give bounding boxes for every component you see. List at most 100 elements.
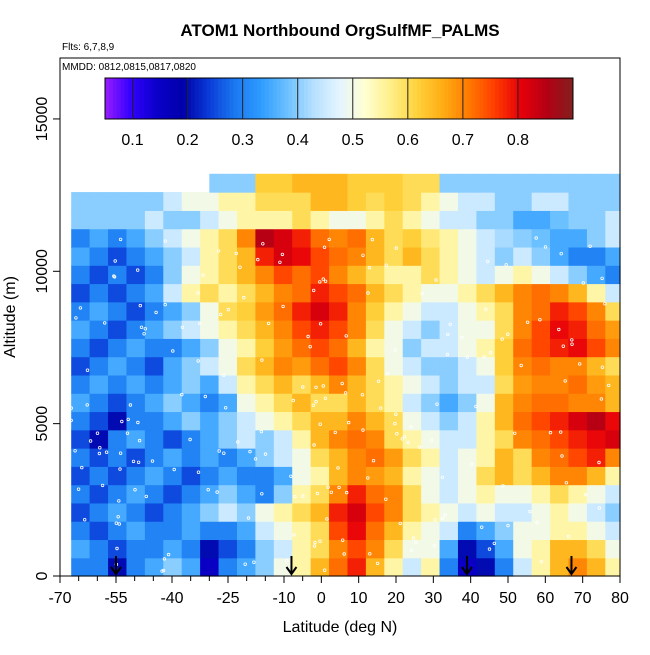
colorbar-swatch bbox=[276, 78, 281, 119]
heat-cell bbox=[89, 374, 109, 394]
colorbar-swatch bbox=[459, 78, 465, 119]
x-tick-label: -25 bbox=[216, 590, 239, 607]
sample-point bbox=[581, 281, 585, 285]
heat-cell bbox=[457, 320, 477, 339]
heat-cell bbox=[513, 246, 533, 266]
colorbar-swatch bbox=[264, 78, 270, 119]
sample-point bbox=[342, 552, 346, 556]
heat-cell bbox=[200, 320, 220, 339]
heat-cell bbox=[144, 192, 164, 211]
sample-point bbox=[484, 307, 488, 311]
colorbar-swatch bbox=[229, 78, 235, 119]
heat-cell bbox=[605, 301, 621, 321]
heat-cell bbox=[255, 283, 275, 303]
sample-point bbox=[434, 278, 438, 282]
heat-cell bbox=[439, 210, 459, 230]
colorbar-swatch bbox=[471, 78, 476, 119]
sample-point bbox=[487, 547, 492, 551]
colorbar-swatch bbox=[116, 78, 122, 119]
heat-cell bbox=[605, 246, 621, 266]
sample-point bbox=[329, 490, 333, 494]
sample-point bbox=[196, 470, 201, 474]
heat-cell bbox=[292, 246, 312, 266]
heat-cell bbox=[457, 265, 477, 285]
chart-title: ATOM1 Northbound OrgSulfMF_PALMS bbox=[180, 21, 499, 40]
heat-cell bbox=[273, 411, 293, 431]
sample-point bbox=[136, 460, 141, 464]
sample-point bbox=[480, 525, 484, 529]
sample-point bbox=[236, 440, 240, 444]
heat-cell bbox=[89, 557, 109, 577]
sample-point bbox=[201, 273, 205, 277]
heat-cell bbox=[531, 466, 551, 486]
heat-cell bbox=[200, 557, 220, 577]
heat-cell bbox=[439, 393, 459, 413]
heat-cell bbox=[365, 356, 385, 376]
heat-cell bbox=[181, 484, 201, 504]
heat-cell bbox=[402, 173, 422, 193]
sample-point bbox=[88, 439, 93, 443]
heat-cell bbox=[586, 557, 606, 577]
heat-cell bbox=[144, 283, 164, 303]
heat-cell bbox=[421, 393, 441, 413]
heat-cell bbox=[200, 356, 220, 376]
heat-cell bbox=[531, 393, 551, 413]
heat-cell bbox=[439, 192, 459, 211]
heat-cell bbox=[347, 356, 367, 376]
sample-point bbox=[341, 538, 345, 542]
colorbar-swatch bbox=[444, 78, 449, 119]
sample-point bbox=[74, 316, 78, 320]
heat-cell bbox=[402, 502, 422, 522]
heat-cell bbox=[200, 228, 220, 248]
sample-point bbox=[336, 466, 340, 470]
colorbar-swatch bbox=[491, 78, 496, 119]
heat-cell bbox=[181, 557, 201, 577]
sample-point bbox=[371, 459, 376, 463]
heat-cell bbox=[347, 502, 367, 522]
sample-point bbox=[261, 242, 265, 246]
sample-point bbox=[114, 521, 118, 525]
heat-cell bbox=[586, 338, 606, 358]
heat-cell bbox=[163, 429, 183, 449]
sample-point bbox=[126, 417, 130, 422]
heat-cell bbox=[200, 283, 220, 303]
heat-cell bbox=[365, 210, 385, 230]
heat-cell bbox=[513, 557, 533, 577]
heat-cell bbox=[439, 557, 459, 577]
heat-cell bbox=[144, 356, 164, 376]
heat-cell bbox=[402, 557, 422, 577]
sample-point bbox=[117, 499, 121, 503]
heat-cell bbox=[421, 557, 441, 577]
heat-cell bbox=[181, 301, 201, 321]
heat-cell bbox=[71, 521, 91, 541]
heat-cell bbox=[329, 246, 349, 266]
sample-point bbox=[215, 490, 219, 494]
sample-point bbox=[607, 383, 611, 388]
heat-cell bbox=[476, 502, 496, 522]
sample-point bbox=[400, 437, 404, 441]
sample-point bbox=[318, 322, 323, 326]
heat-cell bbox=[550, 448, 570, 467]
colorbar-swatch bbox=[467, 78, 473, 119]
x-tick-label: 80 bbox=[611, 590, 629, 607]
heat-cell bbox=[181, 502, 201, 522]
colorbar-swatch bbox=[128, 78, 133, 119]
heat-cell bbox=[550, 411, 570, 431]
colorbar-swatch bbox=[475, 78, 480, 119]
heat-cell bbox=[513, 484, 533, 504]
heat-cell bbox=[108, 448, 128, 467]
colorbar-swatch bbox=[346, 78, 352, 119]
sample-point bbox=[446, 332, 450, 337]
heat-cell bbox=[218, 173, 238, 193]
heat-cell bbox=[200, 484, 220, 504]
heat-cell bbox=[329, 448, 349, 467]
heat-cell bbox=[457, 484, 477, 504]
heat-cell bbox=[384, 228, 404, 248]
heat-cell bbox=[457, 246, 477, 266]
heat-cell bbox=[421, 466, 441, 486]
heat-cell bbox=[568, 466, 588, 486]
heat-cell bbox=[144, 502, 164, 522]
heat-cell bbox=[89, 448, 109, 467]
heat-cell bbox=[255, 265, 275, 285]
